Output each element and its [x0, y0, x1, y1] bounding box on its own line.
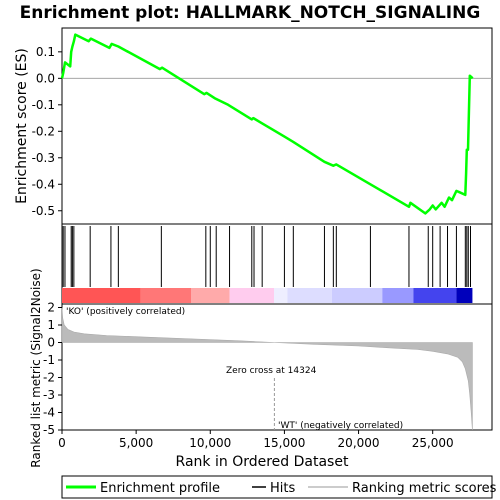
es-curve	[60, 33, 474, 215]
heat-bar-segment	[140, 288, 191, 303]
zero-cross-label: Zero cross at 14324	[226, 366, 317, 376]
es-y-axis: 0.1 0.0 -0.1 -0.2 -0.3 -0.4 -0.5	[32, 45, 62, 218]
heat-bar-segment	[382, 288, 414, 303]
legend: Enrichment profile Hits Ranking metric sco…	[66, 481, 497, 496]
heat-bar-segment	[287, 288, 332, 303]
metric-y-axis: 2 1 0 -1 -2 -3 -4 -5	[43, 301, 62, 437]
rank-tick-label: 5,000	[119, 436, 153, 450]
rank-x-axis: 0 5,000 10,000 15,000 20,000 25,000	[58, 430, 454, 450]
chart-title: Enrichment plot: HALLMARK_NOTCH_SIGNALIN…	[20, 3, 481, 23]
metric-panel-frame	[61, 303, 493, 431]
rank-tick-label: 15,000	[263, 436, 305, 450]
legend-label: Hits	[270, 481, 295, 496]
legend-box	[61, 475, 493, 499]
metric-axis-label: Ranked list metric (Signal2Noise)	[29, 268, 43, 467]
metric-tick-label: -1	[43, 353, 55, 367]
heat-bar-segment	[456, 288, 473, 303]
metric-area-fill	[61, 307, 473, 431]
metric-tick-label: -3	[43, 388, 55, 402]
metric-tick-label: -2	[43, 371, 55, 385]
rank-tick-label: 10,000	[189, 436, 231, 450]
es-tick-label: -0.2	[32, 124, 55, 138]
es-panel-frame	[61, 27, 493, 225]
positive-label: 'KO' (positively correlated)	[66, 307, 185, 317]
metric-tick-label: -5	[43, 423, 55, 437]
metric-tick-label: -4	[43, 406, 55, 420]
metric-tick-label: 2	[47, 301, 55, 315]
heat-bar-segment	[331, 288, 383, 303]
metric-tick-label: 0	[47, 336, 55, 350]
heat-bar-segment	[62, 288, 141, 303]
hit-markers	[62, 226, 471, 287]
es-curve-line	[60, 33, 474, 215]
es-tick-label: -0.3	[32, 151, 55, 165]
rank-axis-label: Rank in Ordered Dataset	[176, 454, 349, 470]
es-tick-label: 0.0	[36, 71, 55, 85]
metric-curve	[61, 307, 473, 431]
es-tick-label: -0.4	[32, 177, 55, 191]
heat-bar-segment	[229, 288, 275, 303]
es-axis-label: Enrichment score (ES)	[14, 48, 30, 204]
heat-bar-segment	[274, 288, 288, 303]
es-tick-label: -0.1	[32, 98, 55, 112]
heat-bar-segment	[413, 288, 457, 303]
metric-tick-label: 1	[47, 318, 55, 332]
legend-label: Enrichment profile	[100, 481, 220, 496]
negative-label: 'WT' (negatively correlated)	[278, 421, 403, 431]
es-tick-label: -0.5	[32, 204, 55, 218]
rank-tick-label: 0	[58, 436, 66, 450]
rank-tick-label: 25,000	[412, 436, 454, 450]
heat-bar-segment	[191, 288, 230, 303]
legend-label: Ranking metric scores	[352, 481, 497, 496]
heat-bar	[62, 288, 473, 303]
rank-tick-label: 20,000	[338, 436, 380, 450]
es-tick-label: 0.1	[36, 45, 55, 59]
